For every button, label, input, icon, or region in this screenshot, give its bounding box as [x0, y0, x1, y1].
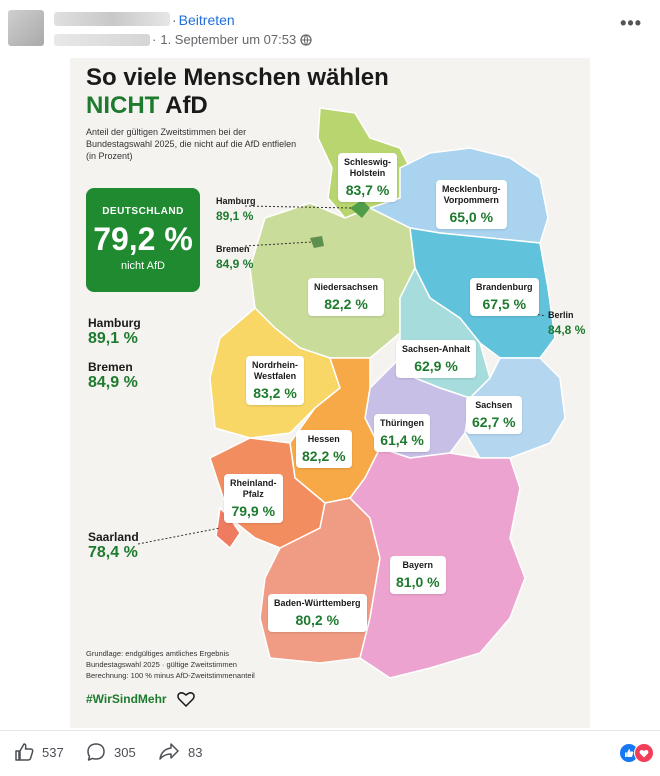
label-brandenburg: Brandenburg 67,5 % [470, 278, 539, 316]
national-sublabel: nicht AfD [120, 260, 166, 272]
label-hamburg: Hamburg 89,1 % [216, 196, 256, 223]
love-reaction-icon [634, 743, 654, 763]
label-hessen: Hessen 82,2 % [296, 430, 352, 468]
like-button[interactable]: 537 [14, 742, 64, 762]
footnote: Grundlage: endgültiges amtliches Ergebni… [86, 649, 255, 680]
side-item-saarland: Saarland 78,4 % [88, 530, 139, 561]
thumbs-up-icon [15, 743, 34, 761]
blurred-author-name[interactable] [54, 12, 170, 26]
label-rheinland-pfalz: Rheinland- Pfalz 79,9 % [224, 474, 283, 523]
label-sachsen-anhalt: Sachsen-Anhalt 62,9 % [396, 340, 477, 378]
label-niedersachsen: Niedersachsen 82,2 % [308, 278, 385, 316]
side-item-bremen: Bremen 84,9 % [88, 360, 138, 391]
label-mecklenburg-vorpommern: Mecklenburg- Vorpommern 65,0 % [436, 180, 507, 229]
leader-line-saarland [137, 527, 221, 545]
share-button[interactable]: 83 [158, 742, 202, 762]
leader-line-hamburg [244, 205, 353, 209]
label-sachsen: Sachsen 62,7 % [466, 396, 522, 434]
globe-icon [300, 33, 312, 46]
avatar[interactable] [8, 10, 44, 46]
share-count: 83 [188, 744, 203, 760]
label-bremen: Bremen 84,9 % [216, 244, 254, 271]
national-result-box: DEUTSCHLAND 79,2 % nicht AfD [86, 188, 200, 292]
post-action-bar: 537 305 83 [0, 730, 660, 776]
label-bayern: Bayern 81,0 % [390, 556, 446, 594]
label-berlin: Berlin 84,8 % [548, 310, 586, 337]
state-shape-hamburg [350, 200, 370, 218]
subtitle: Anteil der gültigen Zweitstimmen bei der… [86, 127, 297, 161]
title-line-1: So viele Menschen wählen [86, 64, 389, 91]
comment-icon [87, 743, 105, 761]
infographic: So viele Menschen wählen NICHT AfD Antei… [70, 58, 590, 728]
state-shape-bremen [310, 236, 324, 248]
share-arrow-icon [159, 743, 179, 760]
blurred-group-name[interactable] [54, 34, 150, 46]
more-options-button[interactable]: ••• [620, 13, 642, 33]
side-item-hamburg: Hamburg 89,1 % [88, 316, 141, 347]
heart-outline-icon [176, 692, 195, 707]
national-label: DEUTSCHLAND [102, 206, 184, 217]
label-baden-wuerttemberg: Baden-Württemberg 80,2 % [268, 594, 367, 632]
comment-button[interactable]: 305 [86, 742, 136, 762]
title-nicht: NICHT [86, 92, 160, 119]
leader-line-bremen [244, 241, 313, 247]
post-header: · Beitreten · 1. September um 07:53 ••• [0, 0, 660, 56]
hashtag: #WirSindMehr [86, 691, 195, 707]
title-line-2: NICHT AfD [86, 92, 208, 120]
label-nordrhein-westfalen: Nordrhein- Westfalen 83,2 % [246, 356, 304, 405]
like-count: 537 [42, 744, 64, 760]
title-afd: AfD [165, 92, 208, 119]
label-thueringen: Thüringen 61,4 % [374, 414, 430, 452]
national-value: 79,2 % [93, 221, 193, 257]
reaction-summary[interactable] [619, 743, 654, 763]
post-timestamp[interactable]: · 1. September um 07:53 [152, 32, 312, 47]
join-link[interactable]: · Beitreten [172, 12, 235, 28]
comment-count: 305 [114, 744, 136, 760]
label-schleswig-holstein: Schleswig- Holstein 83,7 % [338, 153, 398, 202]
